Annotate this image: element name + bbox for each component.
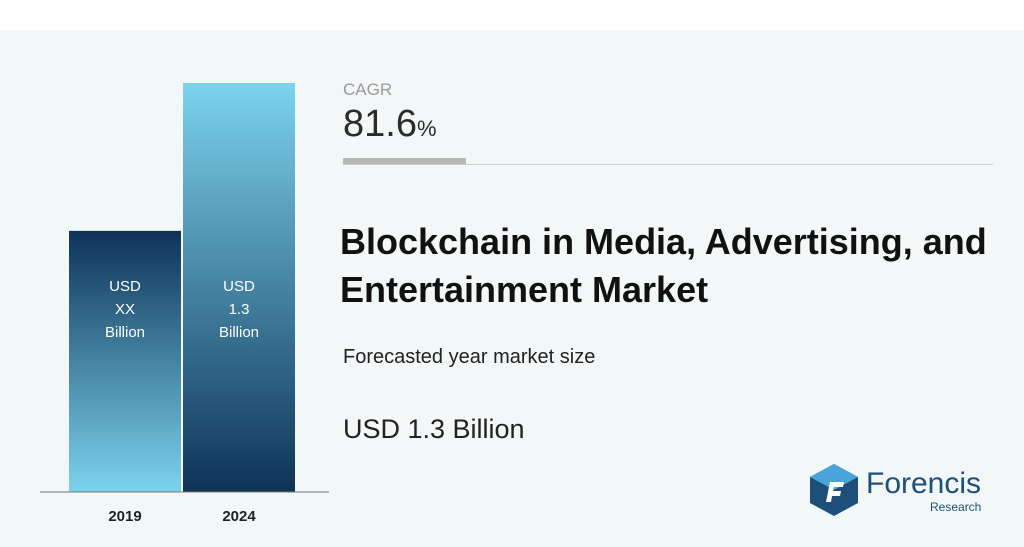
divider-line <box>343 164 993 165</box>
x-tick-2019: 2019 <box>108 508 141 525</box>
bar-label-2024: USD 1.3 Billion <box>219 278 259 341</box>
forencis-logo-icon <box>810 464 858 516</box>
cagr-value: 81.6% <box>343 102 437 151</box>
cagr-number: 81.6 <box>343 103 417 145</box>
cagr-underline <box>343 158 466 164</box>
bar-2024 <box>183 83 295 492</box>
forecast-subtitle: Forecasted year market size <box>343 346 596 368</box>
market-title: Blockchain in Media, Advertising, and En… <box>340 221 987 310</box>
cagr-label: CAGR <box>343 80 393 99</box>
forecast-value: USD 1.3 Billion <box>343 414 525 444</box>
forencis-logo: Forencis Research <box>806 462 986 520</box>
bar-2019 <box>69 230 181 492</box>
logo-name: Forencis <box>866 467 982 500</box>
bar-label-2019: USD XX Billion <box>105 278 145 341</box>
cagr-unit: % <box>416 116 437 141</box>
x-tick-2024: 2024 <box>222 508 256 525</box>
logo-sub: Research <box>930 500 982 514</box>
